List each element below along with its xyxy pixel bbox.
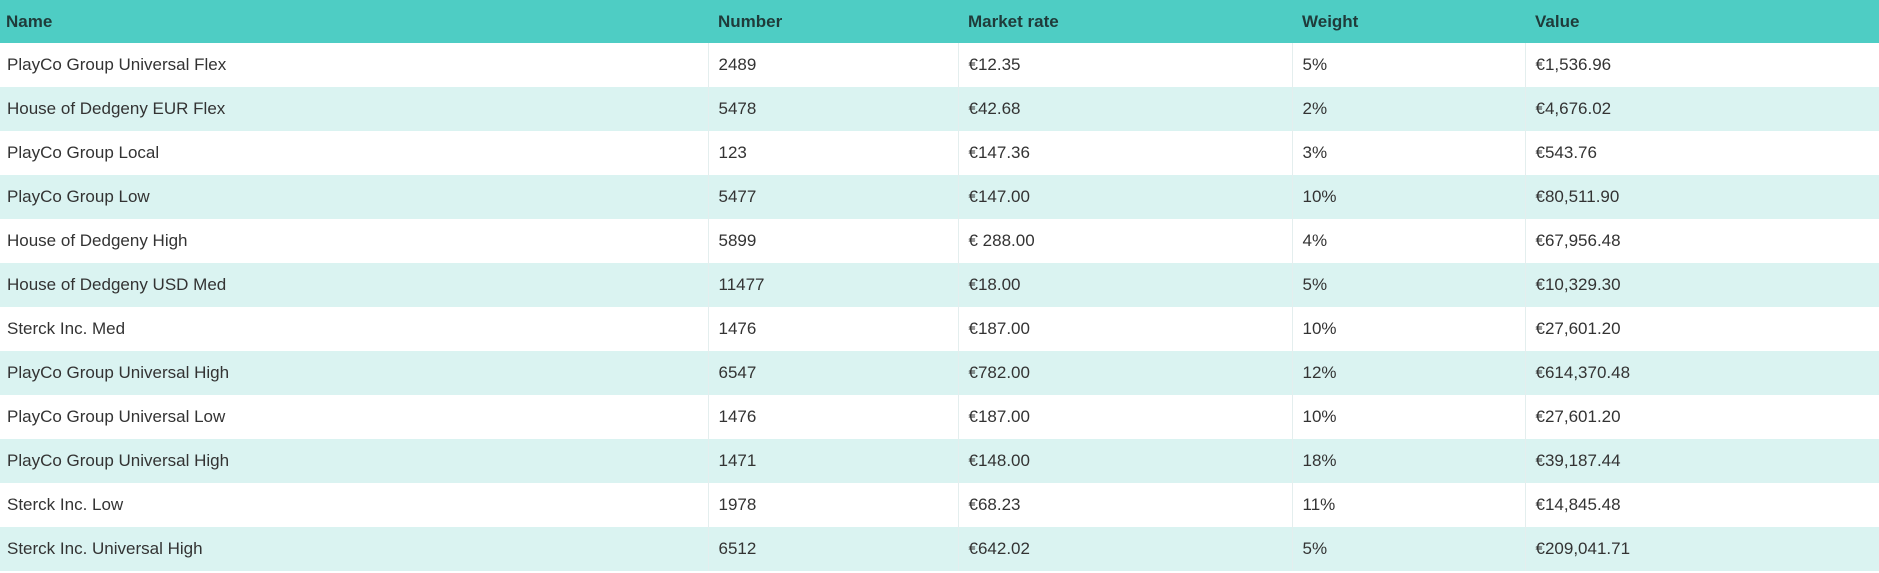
cell-market-rate: €187.00 — [957, 307, 1292, 351]
cell-market-rate: €782.00 — [957, 351, 1292, 395]
table-row[interactable]: PlayCo Group Low 5477 €147.00 10% €80,51… — [0, 175, 1879, 219]
table-row[interactable]: Sterck Inc. Universal High 6512 €642.02 … — [0, 527, 1879, 571]
cell-name: PlayCo Group Low — [7, 187, 150, 206]
cell-number: 11477 — [707, 263, 958, 307]
cell-name: PlayCo Group Universal Flex — [7, 55, 227, 74]
table-row[interactable]: House of Dedgeny High 5899 € 288.00 4% €… — [0, 219, 1879, 263]
cell-weight: 2% — [1291, 87, 1525, 131]
cell-weight: 3% — [1291, 131, 1525, 175]
cell-name: PlayCo Group Universal High — [7, 363, 230, 382]
table-row[interactable]: PlayCo Group Universal High 1471 €148.00… — [0, 439, 1879, 483]
cell-value: €4,676.02 — [1524, 87, 1879, 131]
cell-market-rate: €12.35 — [957, 43, 1292, 87]
cell-name: PlayCo Group Universal High — [7, 451, 230, 470]
cell-name: Sterck Inc. Med — [7, 319, 126, 338]
cell-value: €543.76 — [1524, 131, 1879, 175]
cell-market-rate: €187.00 — [957, 395, 1292, 439]
cell-weight: 5% — [1291, 43, 1525, 87]
cell-market-rate: €42.68 — [957, 87, 1292, 131]
cell-name: House of Dedgeny EUR Flex — [7, 99, 226, 118]
table-row[interactable]: PlayCo Group Universal High 6547 €782.00… — [0, 351, 1879, 395]
cell-number: 6512 — [707, 527, 958, 571]
column-header-weight[interactable]: Weight — [1302, 11, 1359, 31]
cell-market-rate: € 288.00 — [957, 219, 1292, 263]
cell-name: PlayCo Group Local — [7, 143, 160, 162]
table-body: PlayCo Group Universal Flex 2489 €12.35 … — [0, 43, 1879, 571]
cell-weight: 5% — [1291, 263, 1525, 307]
cell-weight: 5% — [1291, 527, 1525, 571]
cell-value: €10,329.30 — [1524, 263, 1879, 307]
header-row: Name Number Market rate Weight Value — [0, 0, 1879, 43]
cell-market-rate: €148.00 — [957, 439, 1292, 483]
table-row[interactable]: House of Dedgeny USD Med 11477 €18.00 5%… — [0, 263, 1879, 307]
cell-value: €614,370.48 — [1524, 351, 1879, 395]
cell-weight: 10% — [1291, 395, 1525, 439]
cell-number: 5899 — [707, 219, 958, 263]
table-row[interactable]: House of Dedgeny EUR Flex 5478 €42.68 2%… — [0, 87, 1879, 131]
cell-number: 1978 — [707, 483, 958, 527]
table-row[interactable]: PlayCo Group Universal Low 1476 €187.00 … — [0, 395, 1879, 439]
cell-number: 1476 — [707, 307, 958, 351]
cell-value: €209,041.71 — [1524, 527, 1879, 571]
table-row[interactable]: Sterck Inc. Low 1978 €68.23 11% €14,845.… — [0, 483, 1879, 527]
cell-value: €27,601.20 — [1524, 307, 1879, 351]
cell-name: Sterck Inc. Low — [7, 495, 124, 514]
cell-number: 123 — [707, 131, 958, 175]
table-header: Name Number Market rate Weight Value — [0, 0, 1879, 43]
cell-value: €14,845.48 — [1524, 483, 1879, 527]
cell-number: 6547 — [707, 351, 958, 395]
cell-name: Sterck Inc. Universal High — [7, 539, 203, 558]
cell-number: 1471 — [707, 439, 958, 483]
cell-value: €80,511.90 — [1524, 175, 1879, 219]
cell-value: €67,956.48 — [1524, 219, 1879, 263]
cell-value: €39,187.44 — [1524, 439, 1879, 483]
table-row[interactable]: Sterck Inc. Med 1476 €187.00 10% €27,601… — [0, 307, 1879, 351]
cell-weight: 12% — [1291, 351, 1525, 395]
column-header-market-rate[interactable]: Market rate — [968, 11, 1059, 31]
table-row[interactable]: PlayCo Group Local 123 €147.36 3% €543.7… — [0, 131, 1879, 175]
cell-number: 2489 — [707, 43, 958, 87]
cell-market-rate: €147.00 — [957, 175, 1292, 219]
cell-value: €1,536.96 — [1524, 43, 1879, 87]
cell-weight: 11% — [1291, 483, 1525, 527]
column-header-name[interactable]: Name — [6, 11, 53, 31]
table-row[interactable]: PlayCo Group Universal Flex 2489 €12.35 … — [0, 43, 1879, 87]
column-header-value[interactable]: Value — [1535, 11, 1580, 31]
cell-weight: 10% — [1291, 307, 1525, 351]
cell-weight: 18% — [1291, 439, 1525, 483]
column-header-number[interactable]: Number — [718, 11, 783, 31]
cell-value: €27,601.20 — [1524, 395, 1879, 439]
cell-market-rate: €147.36 — [957, 131, 1292, 175]
cell-number: 5478 — [707, 87, 958, 131]
cell-number: 5477 — [707, 175, 958, 219]
cell-market-rate: €68.23 — [957, 483, 1292, 527]
cell-number: 1476 — [707, 395, 958, 439]
cell-market-rate: €642.02 — [957, 527, 1292, 571]
cell-market-rate: €18.00 — [957, 263, 1292, 307]
cell-name: PlayCo Group Universal Low — [7, 407, 226, 426]
cell-name: House of Dedgeny USD Med — [7, 275, 227, 294]
cell-name: House of Dedgeny High — [7, 231, 188, 250]
cell-weight: 4% — [1291, 219, 1525, 263]
cell-weight: 10% — [1291, 175, 1525, 219]
